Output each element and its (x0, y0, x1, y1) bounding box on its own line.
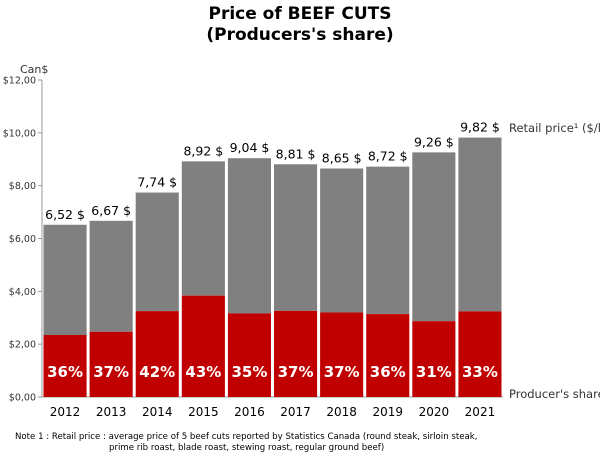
retail-price-series-label: Retail price¹ ($/lb) (509, 121, 600, 135)
producer-share-label: 37% (93, 363, 129, 381)
retail-bar (135, 192, 179, 312)
retail-price-label: 7,74 $ (137, 175, 177, 190)
x-tick-label: 2021 (465, 405, 496, 419)
producer-share-bar (181, 295, 225, 397)
y-axis-label: Can$ (20, 63, 48, 76)
retail-price-label: 6,67 $ (91, 203, 131, 218)
x-tick-label: 2016 (234, 405, 265, 419)
producer-share-bar (274, 310, 318, 397)
producer-share-label: 42% (139, 363, 175, 381)
bar-chart: $0,00 $2,00 $4,00 $6,00 $8,00 $10,00 $12,00Can… (3, 63, 600, 419)
chart-title-main: Price of BEEF CUTS (208, 4, 392, 24)
footnote: Note 1 : Retail price : average price of… (15, 432, 590, 454)
footnote-line-2: prime rib roast, blade roast, stewing ro… (109, 443, 385, 453)
x-tick-label: 2012 (50, 405, 81, 419)
x-tick-label: 2018 (326, 405, 357, 419)
producer-share-label: 37% (324, 363, 360, 381)
retail-bar (181, 161, 225, 296)
chart-subtitle: (Producers's share) (206, 25, 394, 45)
retail-bar (89, 220, 133, 332)
retail-bar (227, 158, 271, 314)
retail-bar (43, 224, 87, 335)
y-tick-label: $2,00 (9, 340, 36, 351)
producer-share-label: 43% (185, 363, 221, 381)
x-tick-label: 2015 (188, 405, 219, 419)
x-tick-label: 2019 (372, 405, 403, 419)
producer-share-series-label: Producer's share (509, 387, 600, 401)
y-tick-label: $10,00 (3, 128, 36, 139)
producer-share-bar (135, 311, 179, 397)
producer-share-bar (366, 314, 410, 397)
retail-price-label: 9,82 $ (460, 120, 500, 135)
producer-share-label: 33% (462, 363, 498, 381)
producer-share-label: 37% (278, 363, 314, 381)
retail-price-label: 6,52 $ (45, 207, 85, 222)
producer-share-label: 36% (370, 363, 406, 381)
producer-share-label: 31% (416, 363, 452, 381)
x-tick-label: 2020 (419, 405, 450, 419)
retail-price-label: 9,04 $ (230, 140, 270, 155)
x-tick-label: 2014 (142, 405, 173, 419)
x-tick-label: 2017 (280, 405, 311, 419)
chart-title: Price of BEEF CUTS (Producers's share) (0, 4, 600, 46)
footnote-line-1: Note 1 : Retail price : average price of… (15, 432, 478, 442)
retail-bar (274, 164, 318, 311)
producer-share-bar (458, 311, 502, 397)
y-tick-label: $0,00 (9, 393, 36, 404)
retail-bar (458, 137, 502, 312)
producer-share-bar (89, 331, 133, 397)
y-tick-label: $12,00 (3, 76, 36, 87)
retail-price-label: 9,26 $ (414, 134, 454, 149)
y-tick-label: $4,00 (9, 287, 36, 298)
producer-share-bar (43, 334, 87, 397)
retail-bar (320, 168, 364, 313)
retail-price-label: 8,72 $ (368, 149, 408, 164)
retail-price-label: 8,81 $ (276, 146, 316, 161)
producer-share-bar (320, 312, 364, 397)
y-tick-label: $6,00 (9, 234, 36, 245)
retail-price-label: 8,92 $ (183, 143, 223, 158)
retail-price-label: 8,65 $ (322, 150, 362, 165)
producer-share-bar (412, 321, 456, 397)
x-tick-label: 2013 (96, 405, 127, 419)
producer-share-label: 35% (231, 363, 267, 381)
retail-bar (412, 152, 456, 322)
producer-share-label: 36% (47, 363, 83, 381)
y-tick-label: $8,00 (9, 181, 36, 192)
retail-bar (366, 166, 410, 315)
producer-share-bar (227, 313, 271, 397)
